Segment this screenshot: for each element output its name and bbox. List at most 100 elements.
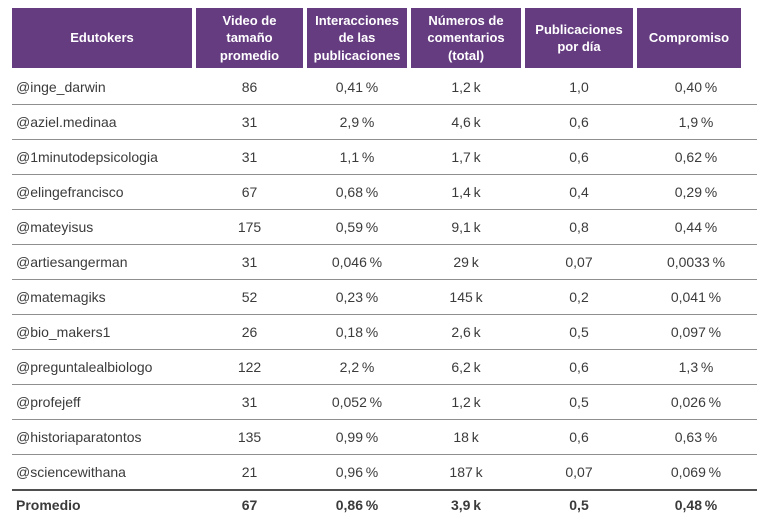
cell-value: 0,6 <box>569 149 589 165</box>
cell-value: 1,0 <box>569 79 589 95</box>
cell-edutoker-handle: @profejeff <box>16 394 81 410</box>
cell-edutoker-handle: @sciencewithana <box>16 464 126 480</box>
cell-value: 0,6 <box>569 359 589 375</box>
cell-value: 67 <box>241 184 258 200</box>
cell-edutoker-handle: @1minutodepsicologia <box>16 149 158 165</box>
cell-value: 2,6 k <box>451 324 481 340</box>
table-row: @matemagiks 52 0,23 % 145 k 0,2 0,041 % <box>12 279 757 314</box>
cell-value: 145 k <box>449 289 483 305</box>
cell-value: 6,2 k <box>451 359 481 375</box>
col-header-compromiso: Compromiso <box>637 8 741 68</box>
cell-value: 0,41 % <box>335 79 379 95</box>
cell-value: 0,6 <box>569 429 589 445</box>
cell-value: 26 <box>241 324 258 340</box>
cell-value: 1,2 k <box>451 79 481 95</box>
cell-edutoker-handle: @preguntalealbiologo <box>16 359 153 375</box>
cell-value: 0,44 % <box>674 219 718 235</box>
cell-value: 0,026 % <box>670 394 722 410</box>
cell-value: 0,23 % <box>335 289 379 305</box>
cell-value: 1,9 % <box>678 114 714 130</box>
cell-value: 135 <box>237 429 262 445</box>
table-row: @sciencewithana 21 0,96 % 187 k 0,07 0,069 % <box>12 454 757 489</box>
cell-value: 0,4 <box>569 184 589 200</box>
col-header-publicaciones: Publicaciones por día <box>525 8 633 68</box>
footer-value-compromiso: 0,48 % <box>674 496 718 513</box>
cell-value: 0,0033 % <box>666 254 726 270</box>
cell-value: 0,097 % <box>670 324 722 340</box>
cell-value: 0,5 <box>569 324 589 340</box>
cell-value: 86 <box>241 79 258 95</box>
col-header-interacciones: Interacciones de las publicaciones <box>307 8 407 68</box>
cell-value: 0,046 % <box>331 254 383 270</box>
table-row: @elingefrancisco 67 0,68 % 1,4 k 0,4 0,29 % <box>12 174 757 209</box>
cell-value: 0,59 % <box>335 219 379 235</box>
cell-edutoker-handle: @bio_makers1 <box>16 324 111 340</box>
cell-value: 31 <box>241 254 258 270</box>
cell-value: 0,29 % <box>674 184 718 200</box>
cell-value: 1,4 k <box>451 184 481 200</box>
cell-value: 0,40 % <box>674 79 718 95</box>
cell-value: 0,07 <box>565 254 593 270</box>
cell-value: 52 <box>241 289 258 305</box>
table-header-row: Edutokers Video de tamaño promedio Inter… <box>12 8 757 68</box>
cell-value: 18 k <box>453 429 479 445</box>
cell-value: 31 <box>241 149 258 165</box>
cell-value: 175 <box>237 219 262 235</box>
table-row: @mateyisus 175 0,59 % 9,1 k 0,8 0,44 % <box>12 209 757 244</box>
table-row: @bio_makers1 26 0,18 % 2,6 k 0,5 0,097 % <box>12 314 757 349</box>
col-header-comentarios: Números de comentarios (total) <box>411 8 521 68</box>
cell-edutoker-handle: @artiesangerman <box>16 254 128 270</box>
cell-value: 0,2 <box>569 289 589 305</box>
footer-value-publicaciones: 0,5 <box>569 496 589 513</box>
cell-value: 31 <box>241 394 258 410</box>
cell-value: 9,1 k <box>451 219 481 235</box>
cell-value: 1,3 % <box>678 359 714 375</box>
footer-value-video: 67 <box>241 496 258 513</box>
table-row: @1minutodepsicologia 31 1,1 % 1,7 k 0,6 0,62 … <box>12 139 757 174</box>
footer-label-promedio: Promedio <box>16 496 81 513</box>
table-row: @aziel.medinaa 31 2,9 % 4,6 k 0,6 1,9 % <box>12 104 757 139</box>
cell-edutoker-handle: @mateyisus <box>16 219 94 235</box>
cell-value: 0,6 <box>569 114 589 130</box>
cell-edutoker-handle: @historiaparatontos <box>16 429 142 445</box>
table-row: @profejeff 31 0,052 % 1,2 k 0,5 0,026 % <box>12 384 757 419</box>
cell-value: 31 <box>241 114 258 130</box>
cell-value: 21 <box>241 464 258 480</box>
cell-value: 2,2 % <box>339 359 375 375</box>
cell-value: 4,6 k <box>451 114 481 130</box>
table-row: @preguntalealbiologo 122 2,2 % 6,2 k 0,6 1,3 … <box>12 349 757 384</box>
cell-value: 122 <box>237 359 262 375</box>
cell-value: 0,041 % <box>670 289 722 305</box>
cell-value: 0,07 <box>565 464 593 480</box>
cell-value: 0,99 % <box>335 429 379 445</box>
cell-value: 0,63 % <box>674 429 718 445</box>
cell-value: 0,96 % <box>335 464 379 480</box>
cell-value: 1,1 % <box>339 149 375 165</box>
cell-value: 0,8 <box>569 219 589 235</box>
edutokers-table: Edutokers Video de tamaño promedio Inter… <box>12 8 757 515</box>
cell-edutoker-handle: @matemagiks <box>16 289 106 305</box>
cell-value: 0,5 <box>569 394 589 410</box>
table-row: @historiaparatontos 135 0,99 % 18 k 0,6 0,63 … <box>12 419 757 454</box>
cell-value: 0,069 % <box>670 464 722 480</box>
table-row: @inge_darwin 86 0,41 % 1,2 k 1,0 0,40 % <box>12 70 757 104</box>
cell-value: 187 k <box>449 464 483 480</box>
table-body: @inge_darwin 86 0,41 % 1,2 k 1,0 0,40 % @aziel… <box>12 70 757 489</box>
cell-value: 1,2 k <box>451 394 481 410</box>
cell-value: 0,62 % <box>674 149 718 165</box>
col-header-edutokers: Edutokers <box>12 8 192 68</box>
cell-edutoker-handle: @inge_darwin <box>16 79 106 95</box>
col-header-video-promedio: Video de tamaño promedio <box>196 8 303 68</box>
cell-edutoker-handle: @elingefrancisco <box>16 184 124 200</box>
cell-value: 0,68 % <box>335 184 379 200</box>
cell-edutoker-handle: @aziel.medinaa <box>16 114 117 130</box>
cell-value: 1,7 k <box>451 149 481 165</box>
table-row: @artiesangerman 31 0,046 % 29 k 0,07 0,0033 % <box>12 244 757 279</box>
table-footer-row: Promedio 67 0,86 % 3,9 k 0,5 0,48 % <box>12 489 757 515</box>
footer-value-interacciones: 0,86 % <box>335 496 379 513</box>
cell-value: 2,9 % <box>339 114 375 130</box>
cell-value: 0,052 % <box>331 394 383 410</box>
cell-value: 29 k <box>453 254 479 270</box>
footer-value-comentarios: 3,9 k <box>450 496 482 513</box>
